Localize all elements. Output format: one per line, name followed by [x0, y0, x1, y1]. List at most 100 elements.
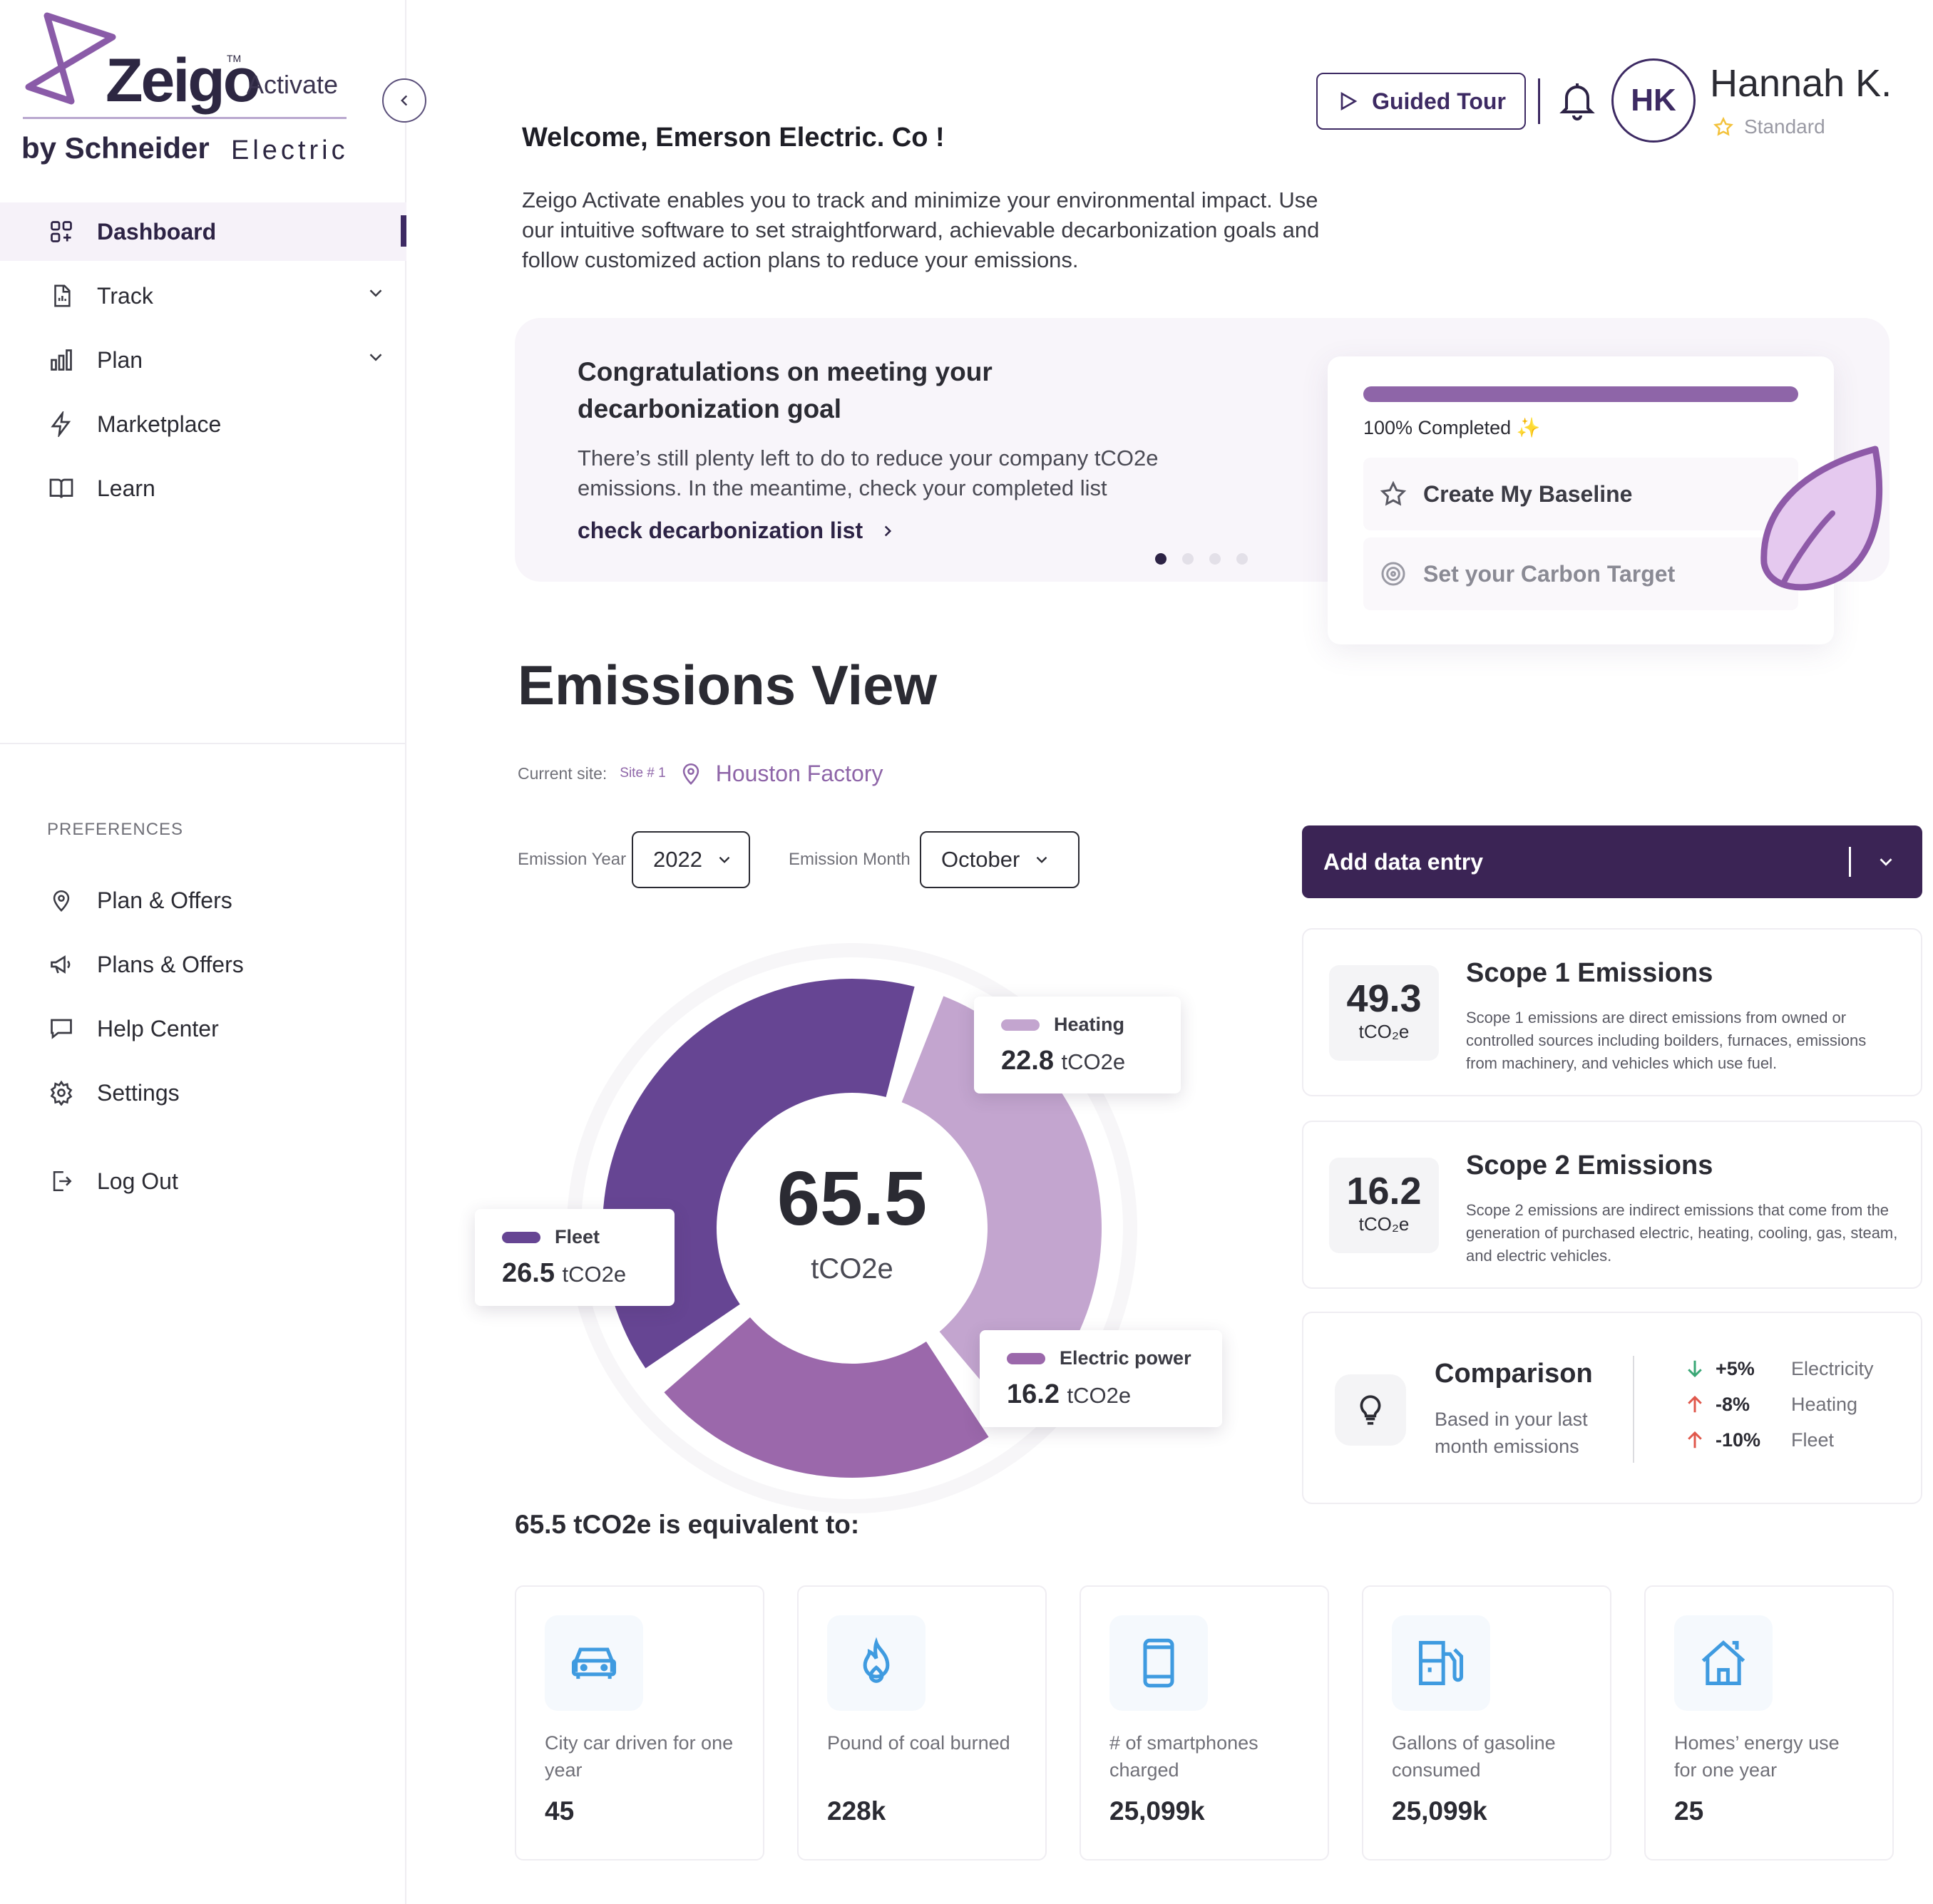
callout-name: Fleet: [555, 1226, 600, 1247]
donut-segment-heating[interactable]: [901, 996, 1102, 1419]
emission-year-label: Emission Year: [518, 850, 627, 869]
comparison-label: Heating: [1791, 1393, 1858, 1415]
lightning-icon: [47, 410, 76, 438]
comparison-label: Fleet: [1791, 1429, 1835, 1451]
callout-name: Heating: [1054, 1014, 1125, 1035]
sidebar-item-label: Help Center: [97, 1015, 219, 1041]
lightbulb-icon: [1335, 1374, 1406, 1446]
callout-unit: tCO2e: [1067, 1383, 1132, 1408]
donut-segment-fleet[interactable]: [603, 979, 915, 1369]
scope-2-value: 16.2: [1346, 1170, 1422, 1213]
avatar[interactable]: HK: [1611, 58, 1696, 143]
notifications-bell-icon[interactable]: [1556, 78, 1599, 128]
carousel-dot[interactable]: [1236, 553, 1248, 565]
report-icon: [47, 282, 76, 310]
sidebar-item-help-center[interactable]: Help Center: [0, 999, 406, 1058]
leaf-icon: [1760, 446, 1883, 591]
callout-fleet: Fleet 26.5 tCO2e: [475, 1209, 675, 1306]
sidebar-item-plans-offers[interactable]: Plans & Offers: [0, 935, 406, 994]
legend-swatch-fleet: [502, 1231, 540, 1243]
equivalent-value: 25,099k: [1392, 1796, 1487, 1826]
megaphone-icon: [47, 950, 76, 979]
equivalent-label: # of smartphones charged: [1109, 1732, 1258, 1781]
equivalent-card-coal: Pound of coal burned 228k: [797, 1585, 1047, 1861]
chevron-down-icon[interactable]: [1875, 851, 1897, 873]
arrow-up-icon: [1688, 1395, 1702, 1413]
flame-icon: [827, 1615, 926, 1711]
site-name-link[interactable]: Houston Factory: [715, 760, 883, 786]
emission-month-label: Emission Month: [789, 850, 911, 869]
user-plan: Standard: [1713, 115, 1825, 138]
logout-icon: [47, 1167, 76, 1195]
sidebar-item-label: Settings: [97, 1079, 180, 1106]
callout-value: 16.2: [1007, 1379, 1060, 1409]
sidebar-item-marketplace[interactable]: Marketplace: [0, 395, 406, 453]
sidebar-item-track[interactable]: Track: [0, 267, 406, 325]
scope-2-card[interactable]: 16.2 tCO₂e Scope 2 Emissions Scope 2 emi…: [1302, 1121, 1922, 1289]
scope-2-value-box: 16.2 tCO₂e: [1329, 1158, 1439, 1253]
comparison-label: Electricity: [1791, 1357, 1874, 1379]
banner-link-label: check decarbonization list: [578, 518, 863, 543]
legend-swatch-electric: [1007, 1352, 1045, 1364]
collapse-sidebar-button[interactable]: [382, 78, 426, 123]
scope-1-value: 49.3: [1346, 977, 1422, 1020]
banner-title: Congratulations on meeting your decarbon…: [578, 357, 993, 423]
equivalent-label: City car driven for one year: [545, 1732, 734, 1781]
callout-value: 22.8: [1001, 1046, 1054, 1076]
carousel-dot[interactable]: [1209, 553, 1221, 565]
carousel-dot[interactable]: [1182, 553, 1194, 565]
equivalent-label: Pound of coal burned: [827, 1732, 1010, 1754]
arrow-down-icon: [1688, 1360, 1702, 1378]
banner-text: There’s still plenty left to do to reduc…: [578, 446, 1159, 500]
scope-2-title: Scope 2 Emissions: [1466, 1151, 1713, 1180]
logout-button[interactable]: Log Out: [0, 1152, 406, 1210]
equivalent-label: Gallons of gasoline consumed: [1392, 1732, 1556, 1781]
comparison-row-fleet: -10% Fleet: [1684, 1429, 1834, 1451]
target-icon: [1381, 562, 1405, 586]
task-label: Create My Baseline: [1423, 480, 1633, 507]
task-set-carbon-target[interactable]: Set your Carbon Target: [1363, 537, 1798, 610]
sidebar-item-label: Learn: [97, 475, 155, 501]
current-site: Current site: Site # 1 Houston Factory: [518, 760, 883, 787]
progress-card: 100% Completed ✨ Create My Baseline Set …: [1328, 356, 1834, 644]
logo-rule: [23, 117, 347, 119]
progress-bar: [1363, 386, 1798, 402]
sidebar-item-plan[interactable]: Plan: [0, 331, 406, 389]
location-pin-icon: [47, 886, 76, 915]
task-label: Set your Carbon Target: [1423, 560, 1676, 587]
sidebar-item-settings[interactable]: Settings: [0, 1064, 406, 1122]
guided-tour-button[interactable]: Guided Tour: [1316, 73, 1526, 130]
check-decarbonization-link[interactable]: check decarbonization list: [578, 518, 897, 544]
comparison-pct: -10%: [1716, 1429, 1761, 1451]
chevron-down-icon: [369, 289, 382, 297]
chevron-down-icon: [369, 354, 382, 361]
sidebar-item-dashboard[interactable]: Dashboard: [0, 202, 406, 261]
equivalent-label: Homes’ energy use for one year: [1674, 1732, 1840, 1781]
sidebar-item-plan-offers[interactable]: Plan & Offers: [0, 871, 406, 930]
play-icon: [1340, 92, 1358, 110]
sidebar-item-label: Plan: [97, 346, 143, 373]
scope-2-description: Scope 2 emissions are indirect emissions…: [1466, 1201, 1898, 1265]
donut-segment-electric[interactable]: [664, 1317, 989, 1478]
zeigo-logo: Zeigo TM Activate by Schneider Electric: [20, 9, 355, 165]
sidebar: Zeigo TM Activate by Schneider Electric …: [0, 0, 406, 1904]
smartphone-icon: [1109, 1615, 1208, 1711]
add-data-entry-button[interactable]: Add data entry: [1302, 825, 1922, 898]
sidebar-item-label: Plans & Offers: [97, 951, 244, 977]
emission-month-select[interactable]: October: [920, 831, 1080, 888]
scope-1-title: Scope 1 Emissions: [1466, 958, 1713, 988]
callout-electric-power: Electric power 16.2 tCO2e: [980, 1330, 1222, 1427]
legend-swatch-heating: [1001, 1019, 1040, 1031]
carousel-dot-active[interactable]: [1155, 553, 1167, 565]
site-number: Site # 1: [620, 766, 666, 781]
emissions-view-title: Emissions View: [518, 654, 938, 716]
task-create-baseline[interactable]: Create My Baseline: [1363, 458, 1798, 530]
emission-year-select[interactable]: 2022: [632, 831, 750, 888]
scope-1-card[interactable]: 49.3 tCO₂e Scope 1 Emissions Scope 1 emi…: [1302, 928, 1922, 1096]
sidebar-item-label: Dashboard: [97, 218, 217, 245]
logo-tm: TM: [227, 53, 242, 64]
comparison-pct: -8%: [1716, 1393, 1750, 1415]
comparison-row-heating: -8% Heating: [1684, 1393, 1857, 1416]
equivalent-value: 228k: [827, 1796, 886, 1826]
sidebar-item-learn[interactable]: Learn: [0, 459, 406, 518]
